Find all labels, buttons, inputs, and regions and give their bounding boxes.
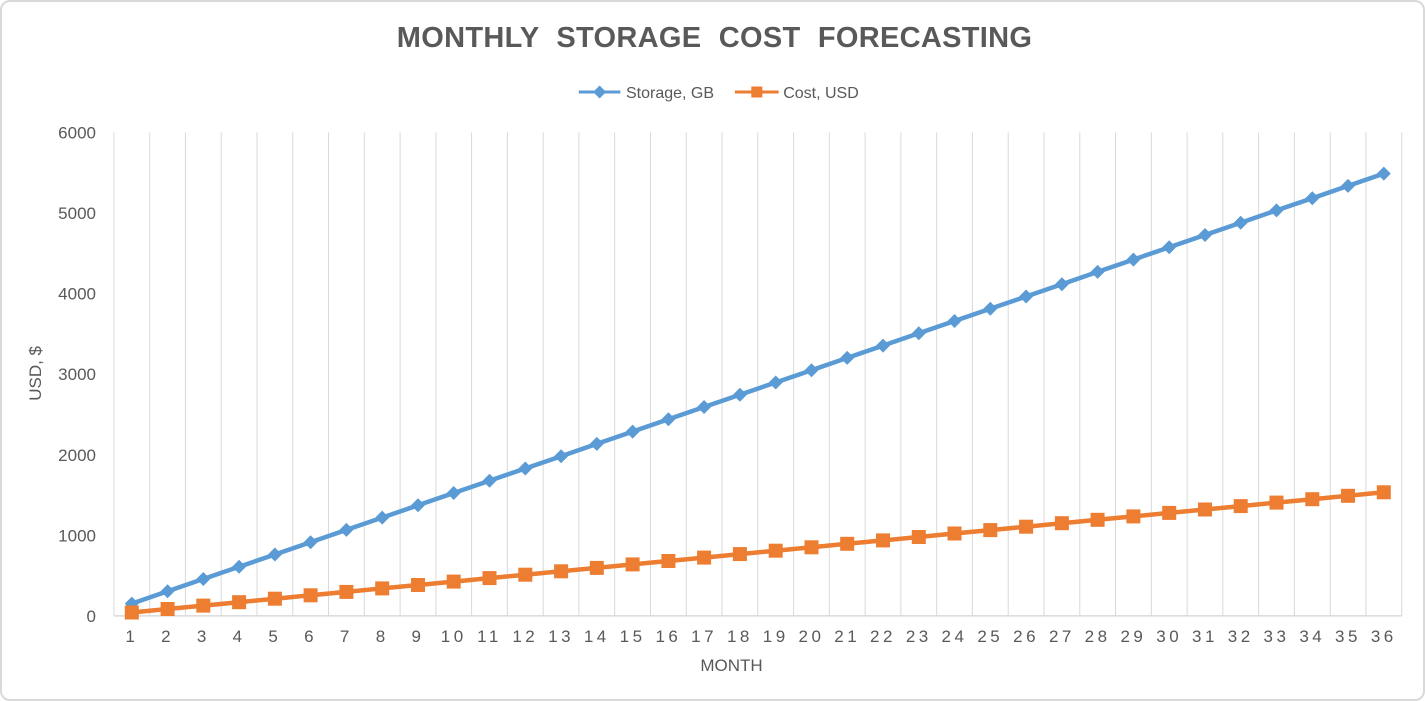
- svg-text:30: 30: [1156, 627, 1182, 646]
- svg-text:6000: 6000: [58, 124, 96, 143]
- svg-text:35: 35: [1335, 627, 1361, 646]
- svg-text:4000: 4000: [58, 285, 96, 304]
- svg-text:25: 25: [977, 627, 1003, 646]
- svg-text:23: 23: [906, 627, 932, 646]
- svg-text:3: 3: [197, 627, 210, 646]
- svg-text:18: 18: [727, 627, 753, 646]
- svg-text:1: 1: [125, 627, 138, 646]
- svg-text:3000: 3000: [58, 365, 96, 384]
- svg-text:1000: 1000: [58, 526, 96, 545]
- svg-text:15: 15: [620, 627, 646, 646]
- svg-text:31: 31: [1192, 627, 1218, 646]
- svg-text:9: 9: [412, 627, 425, 646]
- svg-text:22: 22: [870, 627, 896, 646]
- svg-text:6: 6: [304, 627, 317, 646]
- svg-text:MONTH: MONTH: [700, 656, 762, 675]
- svg-text:32: 32: [1228, 627, 1254, 646]
- svg-text:7: 7: [340, 627, 353, 646]
- svg-text:28: 28: [1085, 627, 1111, 646]
- svg-text:5000: 5000: [58, 204, 96, 223]
- svg-text:26: 26: [1013, 627, 1039, 646]
- svg-text:13: 13: [548, 627, 574, 646]
- svg-text:5: 5: [268, 627, 281, 646]
- svg-text:27: 27: [1049, 627, 1075, 646]
- svg-text:USD, $: USD, $: [26, 345, 45, 400]
- svg-text:33: 33: [1264, 627, 1290, 646]
- svg-text:11: 11: [477, 627, 502, 646]
- svg-text:10: 10: [441, 627, 467, 646]
- svg-text:36: 36: [1371, 627, 1397, 646]
- svg-text:Cost, USD: Cost, USD: [783, 85, 859, 102]
- svg-text:4: 4: [233, 627, 246, 646]
- svg-text:2000: 2000: [58, 446, 96, 465]
- svg-text:34: 34: [1299, 627, 1325, 646]
- svg-text:24: 24: [942, 627, 968, 646]
- svg-text:20: 20: [799, 627, 825, 646]
- svg-text:2: 2: [161, 627, 174, 646]
- svg-text:17: 17: [691, 627, 717, 646]
- svg-text:12: 12: [512, 627, 538, 646]
- svg-text:21: 21: [834, 627, 860, 646]
- svg-text:29: 29: [1120, 627, 1146, 646]
- svg-text:0: 0: [87, 607, 96, 626]
- svg-text:19: 19: [763, 627, 789, 646]
- svg-text:16: 16: [655, 627, 681, 646]
- svg-text:14: 14: [584, 627, 610, 646]
- svg-text:Storage, GB: Storage, GB: [626, 85, 714, 102]
- svg-text:8: 8: [376, 627, 389, 646]
